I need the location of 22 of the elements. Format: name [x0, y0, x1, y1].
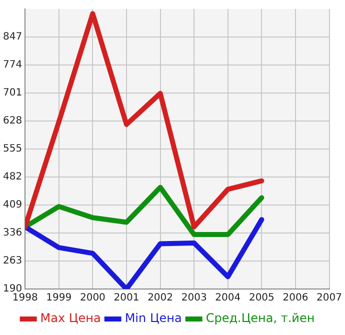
y-tick-label: 555: [2, 144, 22, 155]
y-tick-label: 774: [2, 60, 22, 71]
x-tick-label: 1999: [46, 292, 72, 304]
y-tick-label: 628: [2, 116, 22, 127]
y-tick-label: 336: [2, 228, 22, 239]
legend-label: Max Цена: [40, 311, 101, 326]
x-tick-label: 2002: [148, 292, 174, 304]
x-tick-label: 2004: [215, 292, 241, 304]
y-tick-label: 409: [2, 200, 22, 211]
y-tick-label: 482: [2, 172, 22, 183]
x-tick-label: 2003: [181, 292, 207, 304]
x-tick-label: 2001: [114, 292, 140, 304]
legend-label: Сред.Цена, т.йен: [206, 311, 315, 326]
x-tick-label: 2006: [282, 292, 308, 304]
x-tick-label: 1998: [12, 292, 38, 304]
legend-label: Min Цена: [124, 311, 182, 326]
x-tick-label: 2007: [316, 292, 342, 304]
x-tick-label: 2000: [80, 292, 106, 304]
y-tick-label: 701: [2, 88, 22, 99]
x-tick-label: 2005: [248, 292, 274, 304]
y-tick-label: 847: [2, 32, 22, 43]
y-tick-label: 263: [2, 256, 22, 267]
